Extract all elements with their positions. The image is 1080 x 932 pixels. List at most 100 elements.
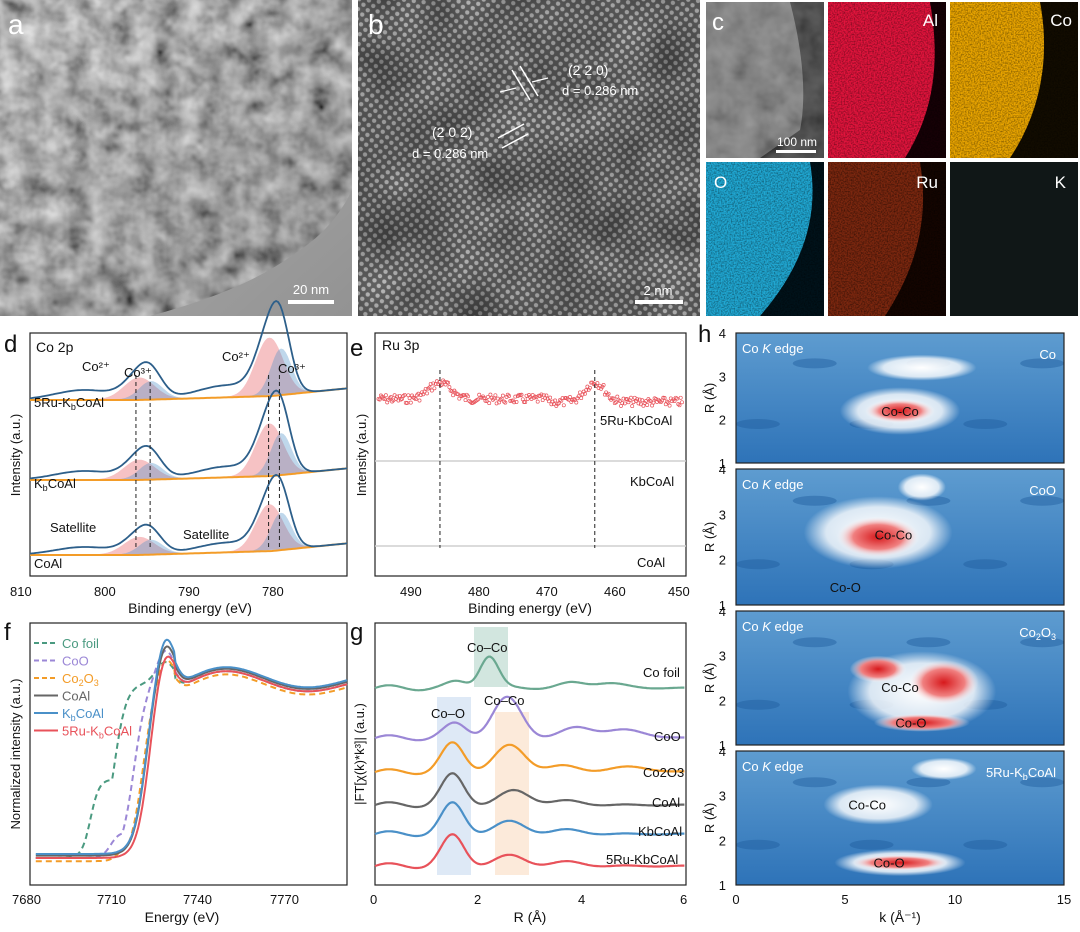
eds-ru: Ru	[828, 162, 946, 316]
map-label-co: Co	[1050, 11, 1072, 30]
xps-data-point	[583, 391, 587, 396]
xps-component-peak	[227, 337, 312, 398]
xps-data-point	[423, 386, 428, 391]
xps-data-point	[584, 388, 589, 393]
fringe-line	[497, 123, 525, 139]
panel-d-xtick: 810	[10, 584, 32, 599]
xanes-series-line	[35, 645, 348, 857]
wt-minor-blob	[1020, 777, 1064, 788]
panel-d-sample-3: CoAl	[34, 556, 62, 571]
xps-data-point	[405, 401, 410, 405]
panel-g-sample-4: CoAl	[652, 795, 680, 810]
wt-minor-blob	[736, 839, 780, 850]
panel-g-xlabel: R (Å)	[514, 909, 547, 925]
panel-g-xtick: 6	[680, 892, 687, 907]
xps-data-point	[560, 396, 565, 401]
panel-a-tem: a 20 nm	[0, 0, 352, 316]
xps-data-point	[408, 400, 413, 405]
xps-data-point	[637, 397, 642, 402]
wt-ytick: 1	[719, 598, 726, 613]
panel-e-plot-area	[375, 370, 686, 548]
o-map-speckle	[706, 162, 824, 316]
xps-data-point	[553, 398, 558, 403]
xps-data-point	[544, 393, 549, 398]
panel-d-sample-1: 5Ru-KbCoAl	[34, 395, 104, 412]
xps-data-point	[383, 393, 388, 398]
wt-ytick: 1	[719, 878, 726, 893]
wt-ytick: 3	[719, 507, 726, 522]
xanes-series-line	[35, 638, 348, 855]
eds-co: Co	[950, 2, 1078, 158]
exafs-series-line	[374, 833, 685, 870]
eds-k: K	[950, 162, 1078, 316]
wt-intensity-maximum	[836, 516, 920, 558]
panel-f-xtick: 7680	[12, 892, 41, 907]
wt-ylabel: R (Å)	[702, 383, 717, 413]
xps-data-point	[678, 395, 683, 400]
xps-data-point	[500, 393, 505, 398]
panel-e-sample-1: 5Ru-KbCoAl	[600, 413, 672, 428]
panel-e-xtick: 470	[536, 584, 558, 599]
panel-d-co2p-xps: d Co 2p Co²⁺ Co³⁺ Co²⁺ Co³⁺ Satellite Sa…	[4, 299, 348, 616]
wt-peak-label: Co-O	[895, 716, 926, 731]
xps-data-point	[611, 396, 616, 401]
xps-data-point	[556, 401, 561, 406]
panel-g-sample-5: KbCoAl	[638, 824, 682, 839]
xps-data-point	[463, 398, 468, 403]
xps-data-point	[513, 394, 518, 399]
xps-data-point	[680, 400, 684, 405]
xps-data-point	[640, 398, 645, 403]
xps-data-point	[503, 400, 508, 405]
panel-h-xtick: 0	[732, 892, 739, 907]
wt-edge-title: Co K edge	[742, 477, 803, 492]
legend-label: Co foil	[62, 636, 99, 651]
wt-minor-blob	[736, 559, 780, 570]
wt-ytick: 4	[719, 326, 726, 341]
panel-g-ylabel: |FT[χ(k)*k³]| (a.u.)	[352, 703, 367, 805]
fringe-line	[511, 69, 531, 101]
map-label-o: O	[714, 173, 727, 192]
panel-f-xtick: 7740	[183, 892, 212, 907]
ru-map-speckle	[828, 162, 946, 316]
xps-data-point	[636, 401, 641, 406]
panel-d-xlabel: Binding energy (eV)	[128, 600, 252, 616]
xps-component-peak	[97, 536, 182, 556]
wt-edge-title: Co K edge	[742, 619, 803, 634]
wt-frame	[735, 610, 1065, 746]
xps-data-point	[615, 394, 620, 399]
wt-ytick: 4	[719, 744, 726, 759]
xps-data-point	[579, 396, 584, 401]
wt-minor-blob	[963, 839, 1008, 850]
eds-o: O	[706, 162, 824, 316]
xps-data-point	[514, 400, 519, 404]
legend-label: CoO	[62, 654, 89, 669]
panel-a-scale-bar	[288, 300, 334, 304]
exafs-series-line	[374, 772, 685, 809]
panel-b-hrtem: b (2 2 0) d = 0.286 nm (2 0 2) d = 0.286…	[358, 0, 700, 316]
map-label-al: Al	[923, 11, 938, 30]
exafs-series-line	[374, 695, 685, 742]
panel-a-shading	[0, 0, 352, 316]
xps-data-point	[449, 389, 454, 394]
wt-minor-blob	[1020, 637, 1064, 648]
xps-data-point	[417, 398, 422, 403]
xps-data-point	[395, 394, 400, 399]
xps-data-point	[427, 385, 432, 390]
xps-data-point	[507, 393, 512, 398]
legend-label: CoAl	[62, 689, 90, 704]
satellite-label-right: Satellite	[183, 527, 229, 542]
panel-g-co-o-label: Co–O	[431, 706, 465, 721]
wt-ytick: 4	[719, 604, 726, 619]
panel-g-sample-2: CoO	[654, 729, 681, 744]
panel-e-sample-2: KbCoAl	[630, 474, 674, 489]
xps-background-line	[30, 467, 348, 481]
xps-envelope-line	[29, 473, 348, 555]
wt-minor-blob	[849, 839, 894, 850]
wt-frame	[735, 750, 1065, 886]
panel-b-scale-label: 2 nm	[644, 283, 673, 298]
panel-c-scale-bar	[776, 150, 816, 153]
xps-data-point	[546, 399, 551, 404]
satellite-label-left: Satellite	[50, 520, 96, 535]
